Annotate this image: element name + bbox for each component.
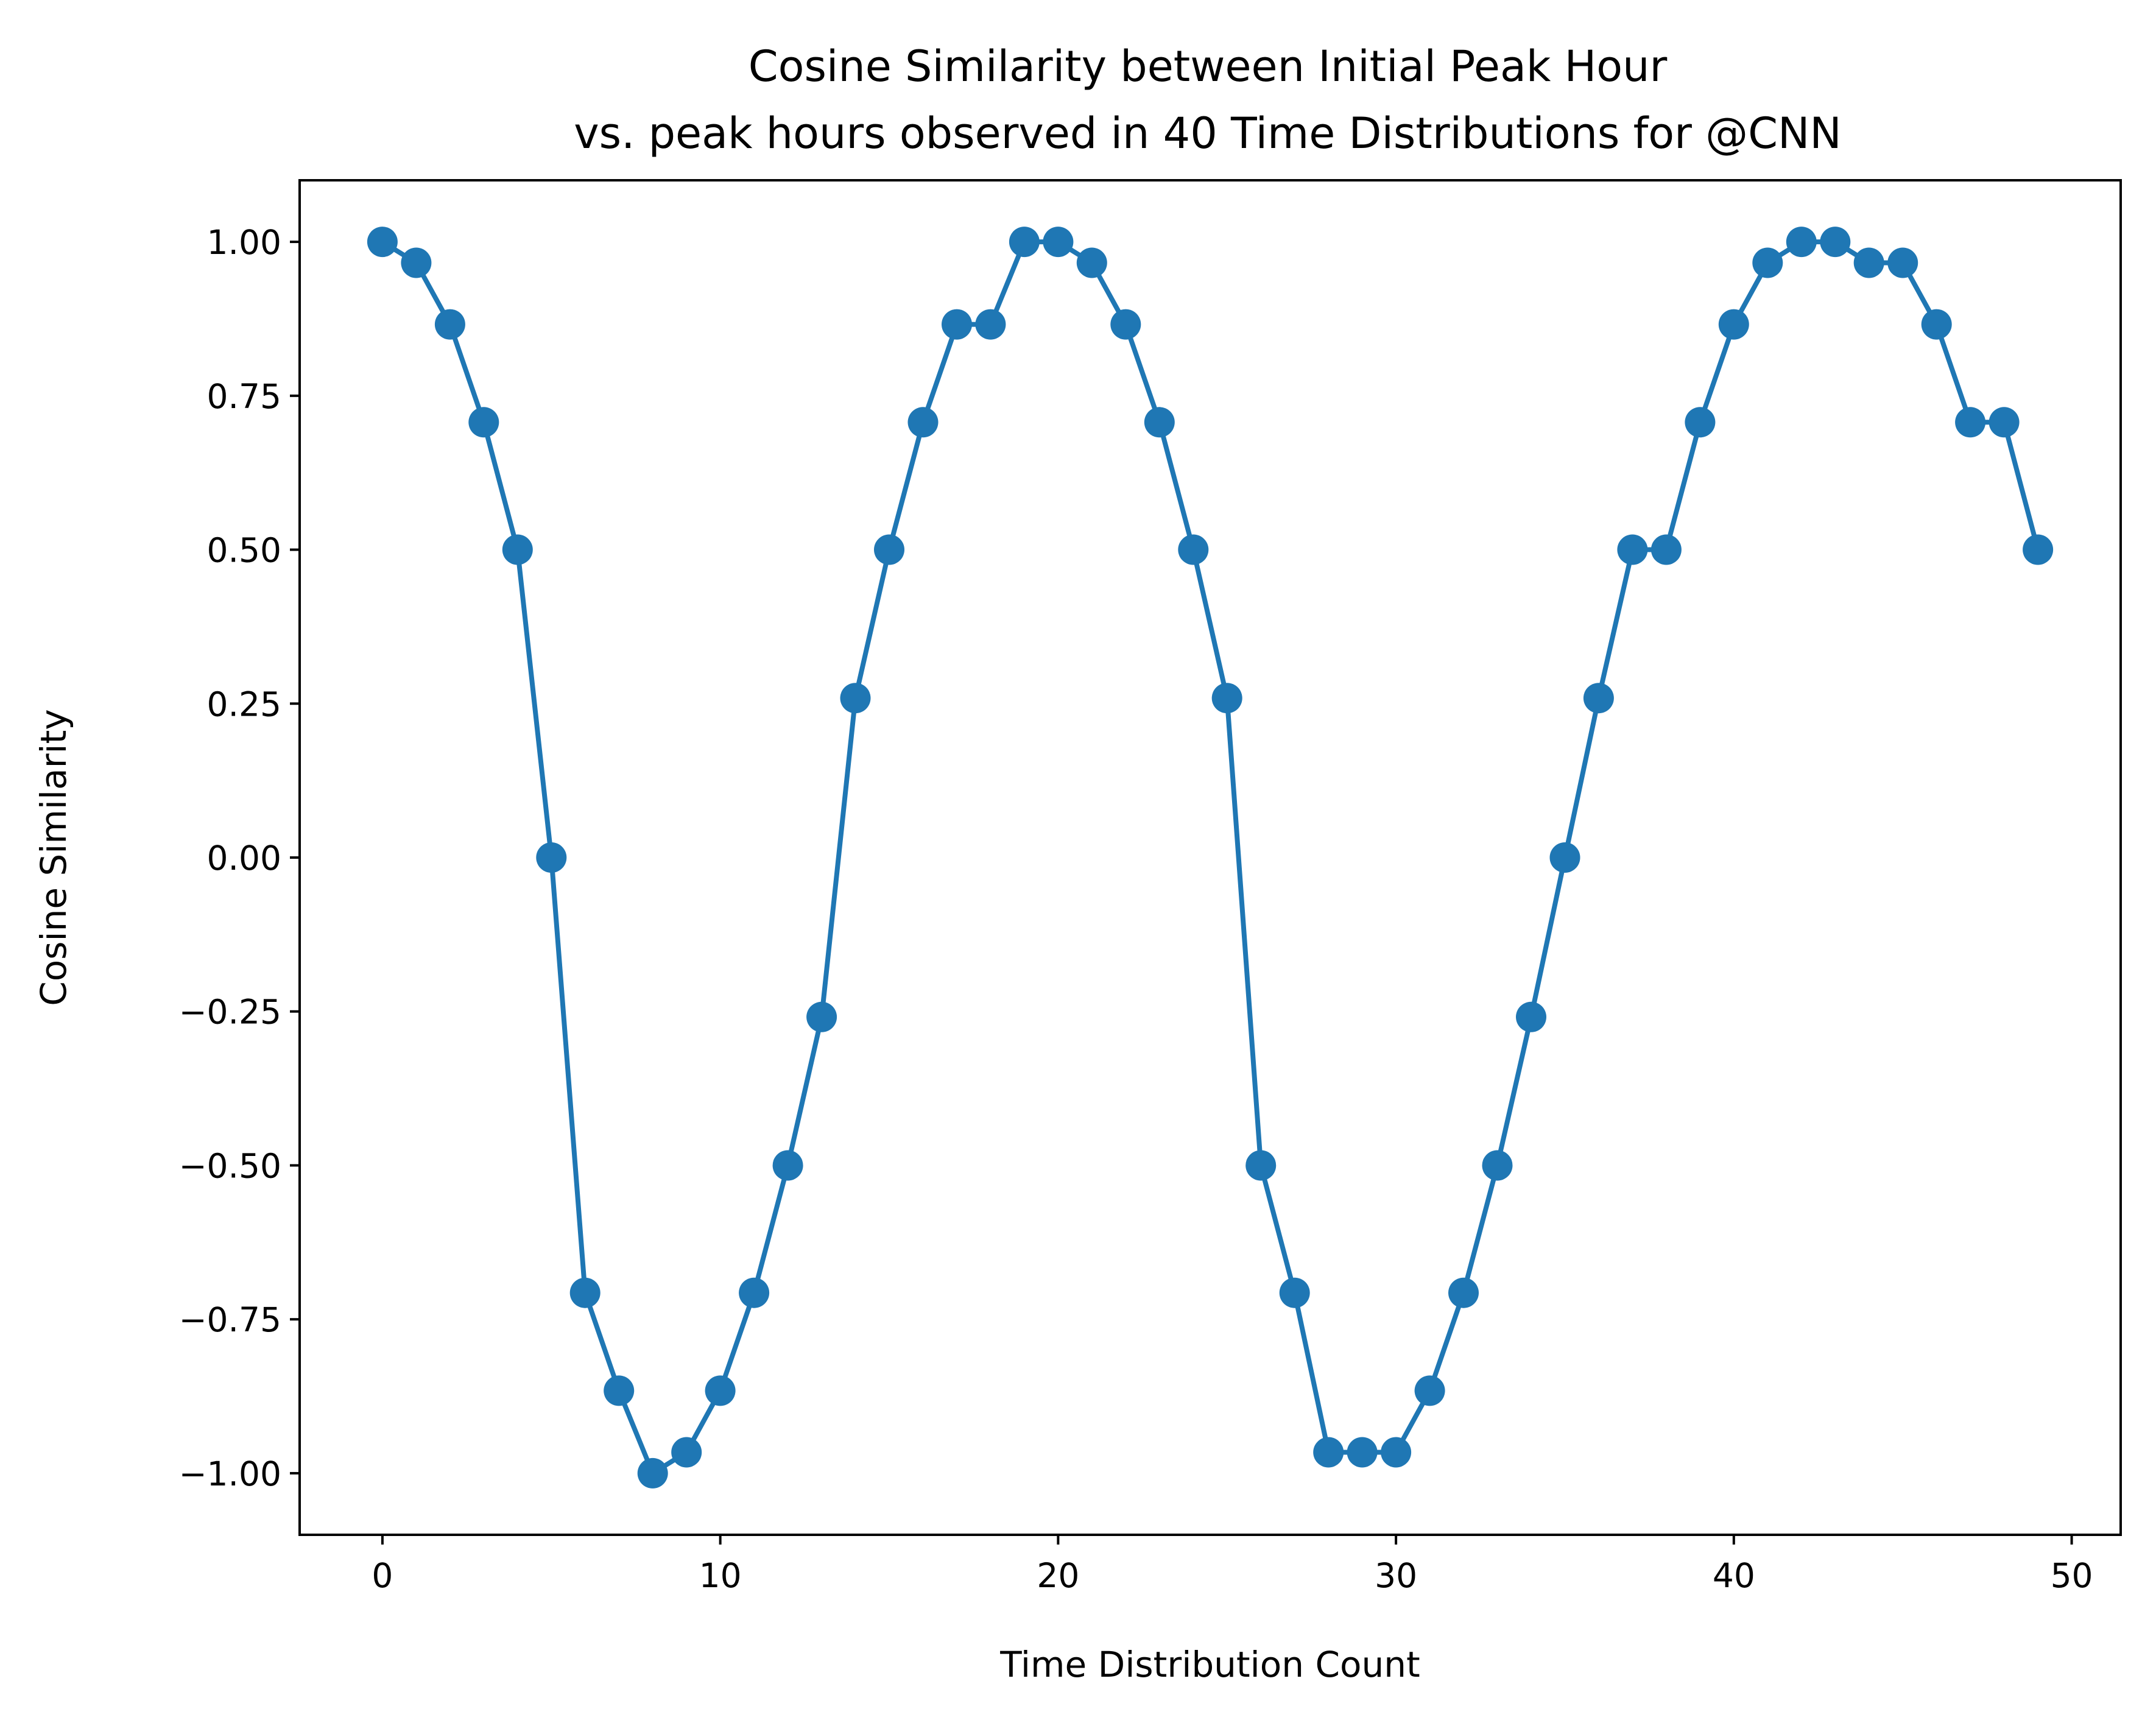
data-point bbox=[604, 1375, 635, 1406]
x-tick-label: 0 bbox=[372, 1556, 393, 1595]
data-point bbox=[1245, 1150, 1277, 1181]
data-point bbox=[1178, 534, 1209, 565]
data-point bbox=[1414, 1375, 1445, 1406]
data-point bbox=[1685, 407, 1716, 438]
data-point bbox=[1549, 842, 1580, 873]
y-axis-label: Cosine Similarity bbox=[33, 709, 74, 1006]
chart-title-line-1: Cosine Similarity between Initial Peak H… bbox=[749, 41, 1668, 91]
data-point bbox=[569, 1277, 601, 1308]
data-point bbox=[1516, 1001, 1546, 1032]
data-point bbox=[874, 534, 904, 565]
y-tick-label: 0.50 bbox=[207, 531, 281, 570]
y-tick-label: 1.00 bbox=[207, 223, 281, 262]
y-tick-label: 0.75 bbox=[207, 377, 281, 416]
data-point bbox=[1786, 227, 1817, 258]
data-point bbox=[468, 407, 499, 438]
y-tick-label: −0.75 bbox=[178, 1300, 281, 1339]
data-point bbox=[1820, 227, 1851, 258]
chart-title: Cosine Similarity between Initial Peak H… bbox=[574, 41, 1842, 158]
data-point bbox=[705, 1375, 736, 1406]
data-point bbox=[772, 1150, 803, 1181]
data-point bbox=[1381, 1437, 1412, 1468]
data-point bbox=[907, 407, 939, 438]
series-layer bbox=[367, 227, 2054, 1489]
data-point bbox=[401, 247, 432, 278]
data-point bbox=[637, 1457, 668, 1489]
data-point bbox=[739, 1277, 770, 1308]
data-point bbox=[434, 309, 465, 340]
data-point bbox=[1921, 309, 1952, 340]
data-point bbox=[1211, 683, 1242, 714]
data-point bbox=[1718, 309, 1749, 340]
data-point bbox=[1448, 1277, 1479, 1308]
data-point bbox=[1583, 683, 1614, 714]
x-tick-label: 50 bbox=[2051, 1556, 2093, 1595]
y-tick-label: −0.25 bbox=[178, 993, 281, 1032]
series-line bbox=[381, 239, 2040, 1476]
data-point bbox=[1144, 407, 1175, 438]
x-tick-label: 40 bbox=[1713, 1556, 1755, 1595]
data-point bbox=[1110, 309, 1141, 340]
y-tick-label: −0.50 bbox=[178, 1146, 281, 1185]
data-point bbox=[2023, 534, 2054, 565]
data-point bbox=[367, 227, 398, 258]
data-point bbox=[1989, 407, 2020, 438]
data-point bbox=[1887, 247, 1918, 278]
x-tick-label: 10 bbox=[699, 1556, 742, 1595]
data-point bbox=[1009, 227, 1040, 258]
x-tick-label: 30 bbox=[1375, 1556, 1417, 1595]
data-point bbox=[1955, 407, 1986, 438]
x-tick-label: 20 bbox=[1037, 1556, 1079, 1595]
data-point bbox=[1650, 534, 1682, 565]
data-point bbox=[1313, 1437, 1344, 1468]
data-point bbox=[975, 309, 1006, 340]
data-point bbox=[1617, 534, 1648, 565]
y-tick-label: 0.25 bbox=[207, 685, 281, 724]
chart-title-line-2: vs. peak hours observed in 40 Time Distr… bbox=[574, 108, 1842, 158]
data-point bbox=[671, 1437, 702, 1468]
data-point bbox=[1853, 247, 1884, 278]
data-point bbox=[1347, 1437, 1378, 1468]
data-point bbox=[1752, 247, 1783, 278]
data-point bbox=[1482, 1150, 1513, 1181]
data-point bbox=[942, 309, 972, 340]
data-point bbox=[502, 534, 533, 565]
data-point bbox=[1043, 227, 1074, 258]
plot-frame bbox=[298, 179, 2122, 1536]
y-tick-label: 0.00 bbox=[207, 839, 281, 878]
data-point bbox=[536, 842, 567, 873]
x-axis-label: Time Distribution Count bbox=[999, 1644, 1420, 1685]
data-point bbox=[1076, 247, 1107, 278]
y-tick-label: −1.00 bbox=[178, 1454, 281, 1493]
data-point bbox=[806, 1001, 837, 1032]
data-point bbox=[1279, 1277, 1310, 1308]
plot-area: 0 10 20 30 40 50 1.00 0.75 0.50 0.25 0.00 −0.25 −0.5… bbox=[178, 223, 2093, 1595]
data-point bbox=[840, 683, 871, 714]
